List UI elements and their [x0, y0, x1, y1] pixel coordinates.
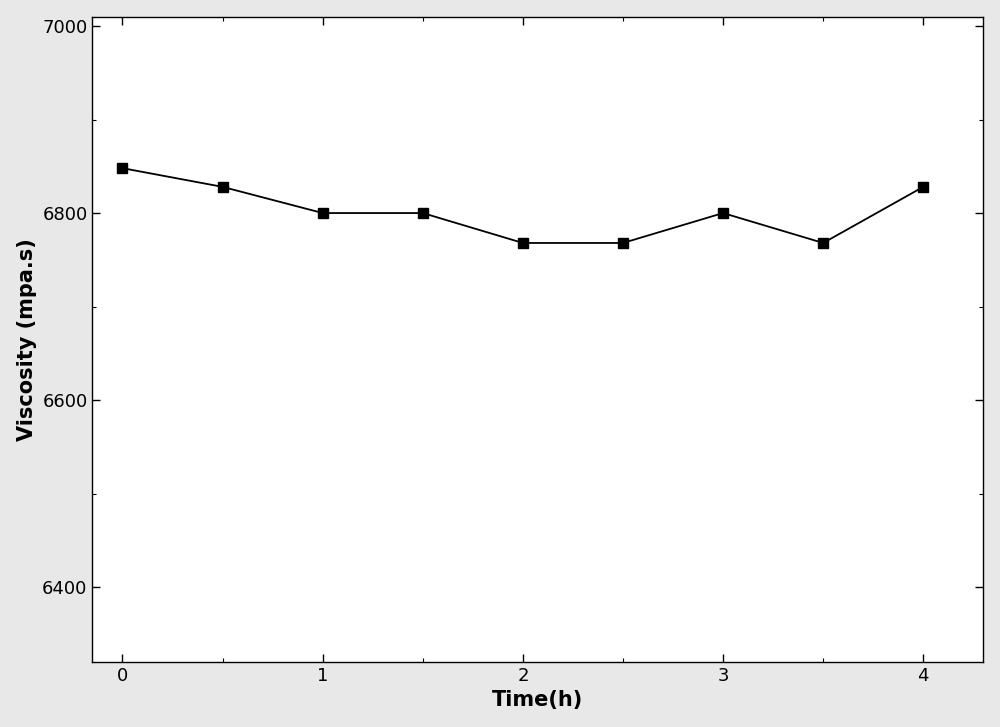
- X-axis label: Time(h): Time(h): [492, 691, 584, 710]
- Y-axis label: Viscosity (mpa.s): Viscosity (mpa.s): [17, 238, 37, 441]
